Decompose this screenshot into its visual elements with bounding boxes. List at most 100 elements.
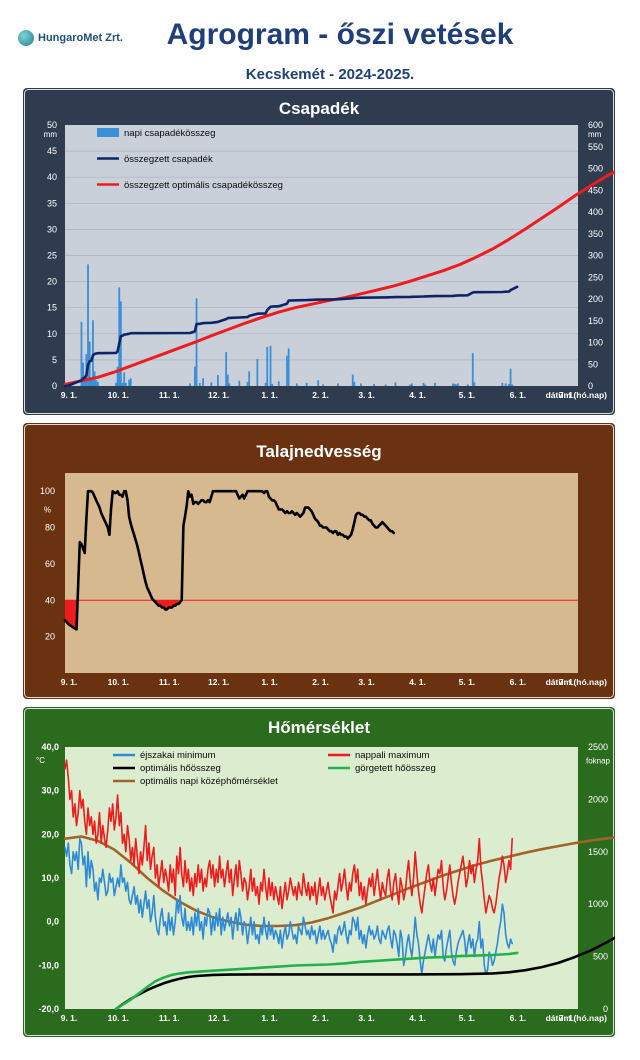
y-right-tick-label: 2500 xyxy=(588,742,608,752)
x-tick-label: 11. 1. xyxy=(159,1013,180,1023)
x-tick-label: 6. 1. xyxy=(510,390,527,400)
chart-title: Hőmérséklet xyxy=(268,718,370,737)
x-tick-label: 4. 1. xyxy=(409,1013,426,1023)
temperature-chart-svg: Hőmérséklet 9. 1. 10. 1. 11. 1. 12. 1. 1. 1. 2… xyxy=(23,707,615,1037)
daily-precipitation-bar xyxy=(198,382,201,386)
x-tick-label: 10. 1. xyxy=(108,1013,129,1023)
x-tick-label: 3. 1. xyxy=(358,390,375,400)
y-left-tick-label: 50 xyxy=(47,120,57,130)
daily-precipitation-bar xyxy=(409,384,412,386)
daily-precipitation-bar xyxy=(434,382,436,386)
legend-label: napi csapadékösszeg xyxy=(124,128,215,139)
x-tick-label: 12. 1. xyxy=(208,1013,229,1023)
y-left-tick-label: 0 xyxy=(52,381,57,391)
daily-precipitation-bar xyxy=(271,383,274,386)
y-left-tick-label: 20 xyxy=(47,277,57,287)
cumulative-precipitation-line xyxy=(63,285,519,388)
y-left-tick-label: 40,0 xyxy=(41,742,59,752)
daily-precipitation-bar xyxy=(217,375,219,386)
daily-precipitation-bar xyxy=(360,383,362,386)
daily-precipitation-bar xyxy=(193,366,196,386)
x-axis-label: dátum (hó.nap) xyxy=(546,677,608,687)
legend-label: összegzett optimális csapadékösszeg xyxy=(124,180,283,191)
y-tick-label: 80 xyxy=(45,523,55,533)
y-right-tick-label: 150 xyxy=(588,316,603,326)
y-left-tick-label: -20,0 xyxy=(38,1004,59,1014)
optimal-mean-temperature-line xyxy=(63,835,615,928)
daily-precipitation-bar xyxy=(452,383,454,386)
x-axis-label: dátum (hó.nap) xyxy=(546,1013,608,1023)
daily-precipitation-bar xyxy=(120,301,122,386)
x-tick-label: 4. 1. xyxy=(409,677,426,687)
y-left-tick-label: 20,0 xyxy=(41,829,59,839)
daily-precipitation-bar xyxy=(228,383,231,386)
x-tick-label: 1. 1. xyxy=(261,1013,278,1023)
y-left-tick-label: 30 xyxy=(47,224,57,234)
daily-precipitation-bar xyxy=(455,384,458,386)
daily-precipitation-bar xyxy=(317,380,320,386)
y-right-tick-label: 0 xyxy=(588,381,593,391)
daily-precipitation-bar xyxy=(238,380,241,386)
y-right-tick-label: 600 xyxy=(588,120,603,130)
daily-precipitation-bar xyxy=(226,374,229,386)
soil-moisture-panel: Talajnedvesség 9. 1. 10. 1. 11. 1. 12. 1. 1. … xyxy=(23,423,615,699)
daily-precipitation-bar xyxy=(305,382,308,386)
daily-precipitation-bar xyxy=(457,383,459,386)
y-unit: % xyxy=(44,505,51,514)
daily-precipitation-bar xyxy=(83,378,86,386)
y-tick-label: 20 xyxy=(45,632,55,642)
daily-precipitation-bar xyxy=(80,321,83,386)
y-right-tick-label: 2000 xyxy=(588,794,608,804)
y-left-tick-label: 0,0 xyxy=(46,917,59,927)
y-left-unit: °C xyxy=(36,756,45,765)
y-tick-label: 60 xyxy=(45,559,55,569)
y-left-tick-label: 5 xyxy=(52,355,57,365)
hungaromet-logo-icon xyxy=(18,30,34,46)
daily-precipitation-bar xyxy=(501,382,504,386)
y-right-tick-label: 450 xyxy=(588,185,603,195)
daily-precipitation-bar xyxy=(116,366,119,386)
logo: HungaroMet Zrt. xyxy=(18,30,123,46)
y-right-tick-label: 300 xyxy=(588,251,603,261)
daily-precipitation-bar xyxy=(473,382,476,386)
x-tick-label: 2. 1. xyxy=(312,1013,329,1023)
daily-precipitation-bar xyxy=(353,381,356,386)
x-tick-label: 7. 1. xyxy=(559,677,576,687)
daily-precipitation-bar xyxy=(90,379,93,386)
x-tick-label: 6. 1. xyxy=(510,1013,527,1023)
x-axis-label: dátum (hó.nap) xyxy=(546,390,608,400)
daily-maximum-line xyxy=(64,759,513,914)
x-tick-label: 12. 1. xyxy=(208,390,229,400)
daily-precipitation-bar xyxy=(129,378,132,386)
x-tick-label: 6. 1. xyxy=(510,677,527,687)
x-tick-label: 9. 1. xyxy=(61,390,78,400)
optimal-heat-sum-line xyxy=(114,936,615,1011)
soil-moisture-line xyxy=(63,489,396,631)
y-right-tick-label: 350 xyxy=(588,229,603,239)
daily-precipitation-bar xyxy=(504,383,507,386)
precipitation-panel: Csapadék 9. 1. 10. 1. 11. 1. 12. 1. 1. 1. 2. 1… xyxy=(23,88,615,415)
y-right-tick-label: 0 xyxy=(603,1004,608,1014)
y-right-unit: mm xyxy=(588,130,602,139)
y-right-tick-label: 400 xyxy=(588,207,603,217)
y-left-tick-label: 10 xyxy=(47,329,57,339)
daily-precipitation-bar xyxy=(118,287,121,386)
x-tick-label: 7. 1. xyxy=(559,1013,576,1023)
daily-precipitation-bar xyxy=(322,384,325,386)
daily-precipitation-bar xyxy=(128,379,131,386)
legend-label: összegzett csapadék xyxy=(124,154,213,165)
daily-precipitation-bar xyxy=(96,381,99,386)
legend-label: nappali maximum xyxy=(355,750,430,761)
y-left-tick-label: 30,0 xyxy=(41,786,59,796)
daily-precipitation-bar xyxy=(471,353,474,386)
optimal-cumulative-precipitation-line xyxy=(63,169,615,386)
y-left-tick-label: 15 xyxy=(47,303,57,313)
daily-precipitation-bar xyxy=(82,362,84,386)
daily-precipitation-bar xyxy=(121,382,124,386)
x-tick-label: 2. 1. xyxy=(312,390,329,400)
daily-precipitation-bar xyxy=(287,348,290,386)
panel-border xyxy=(24,89,614,414)
daily-precipitation-bar xyxy=(210,382,213,386)
daily-precipitation-bar xyxy=(202,378,205,386)
x-tick-label: 10. 1. xyxy=(108,677,129,687)
